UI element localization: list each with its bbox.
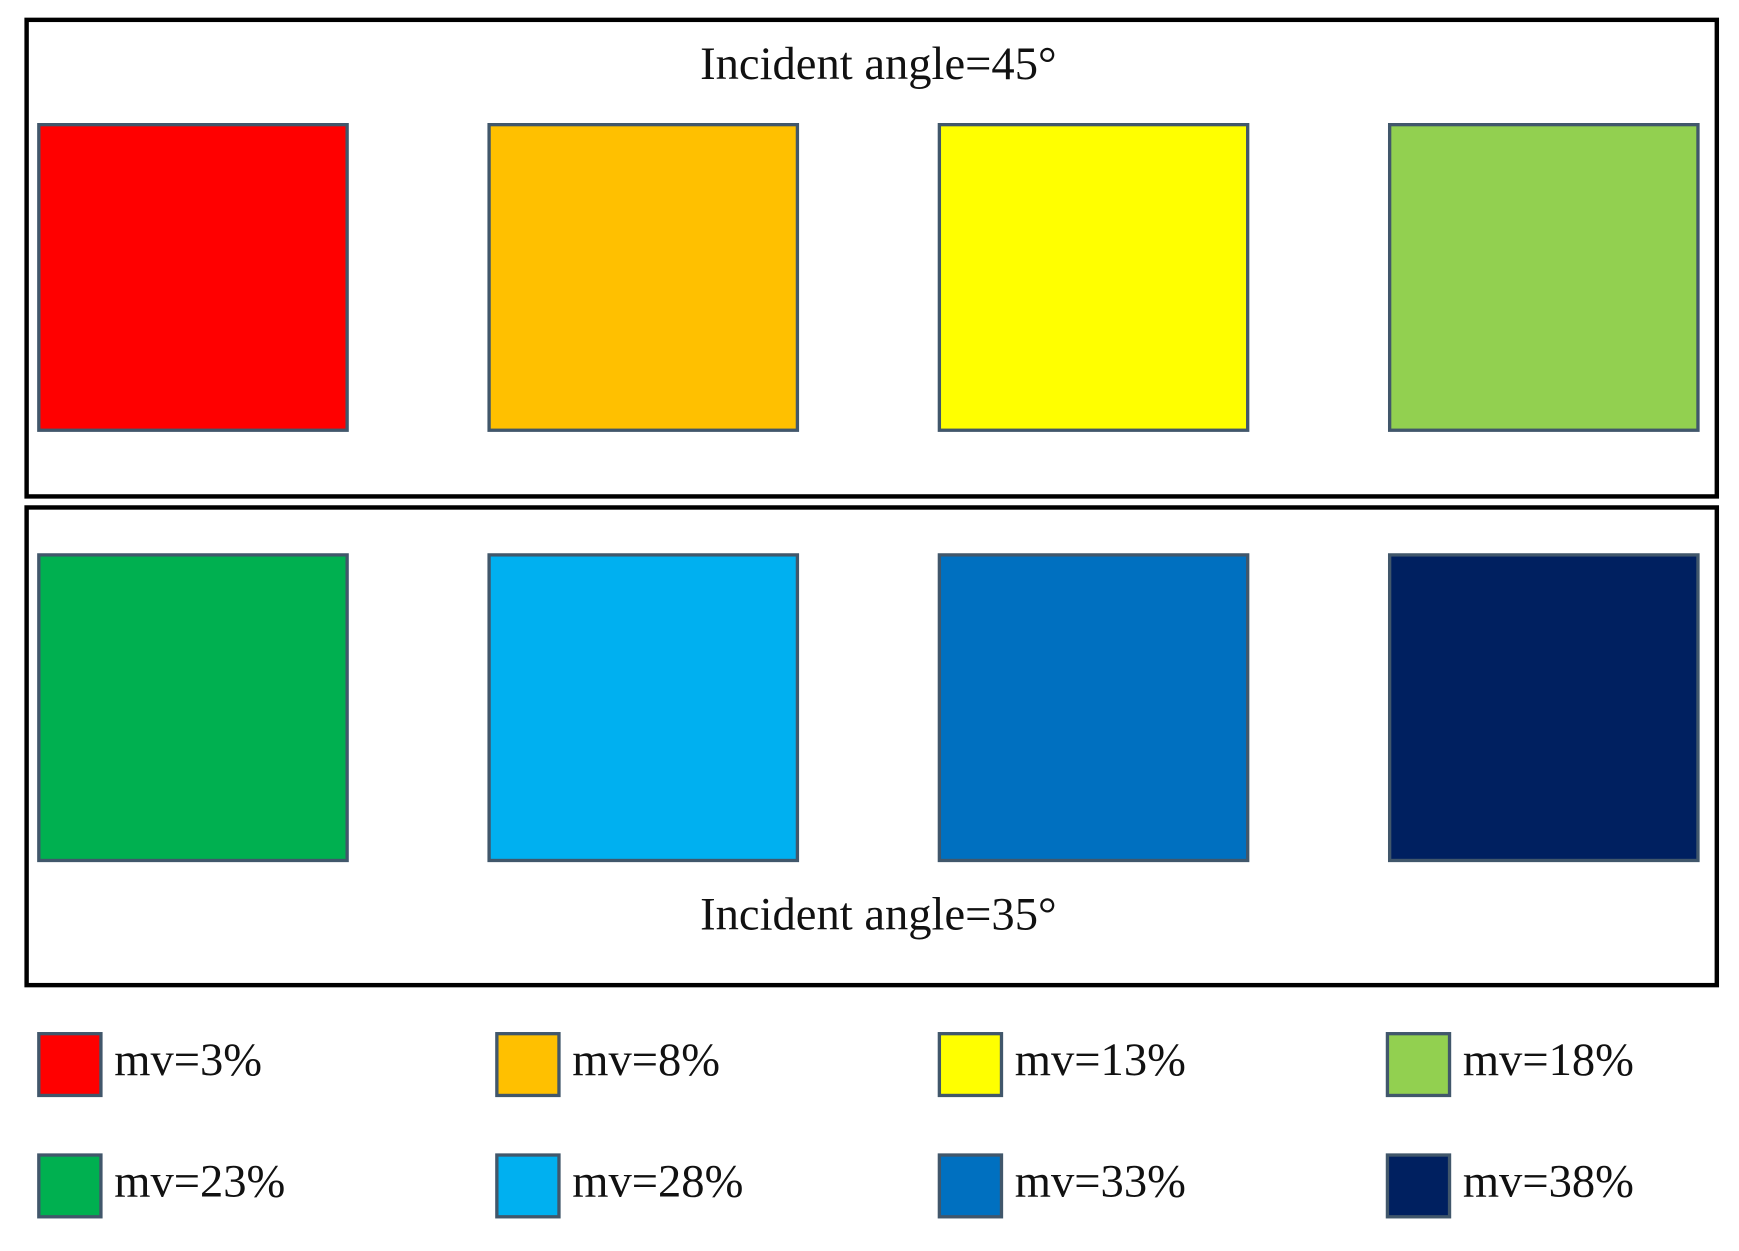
legend-swatch bbox=[937, 1032, 1004, 1098]
legend-swatch bbox=[1385, 1153, 1452, 1219]
color-square bbox=[1387, 553, 1700, 863]
color-square bbox=[37, 123, 349, 432]
legend-label: mv=13% bbox=[1015, 1035, 1186, 1086]
color-square bbox=[487, 123, 800, 432]
legend-swatch bbox=[1385, 1032, 1452, 1098]
panel-title: Incident angle=45° bbox=[700, 39, 1056, 90]
legend-label: mv=23% bbox=[114, 1157, 285, 1208]
color-square bbox=[1387, 123, 1700, 432]
legend-label: mv=8% bbox=[572, 1035, 720, 1086]
color-square bbox=[37, 553, 349, 863]
legend-label: mv=18% bbox=[1463, 1035, 1634, 1086]
panel-frame bbox=[24, 505, 1720, 988]
legend-label: mv=28% bbox=[572, 1157, 743, 1208]
panel-title: Incident angle=35° bbox=[700, 890, 1056, 941]
color-square bbox=[937, 553, 1250, 863]
legend-label: mv=33% bbox=[1015, 1157, 1186, 1208]
legend-label: mv=3% bbox=[114, 1035, 262, 1086]
color-square bbox=[937, 123, 1250, 432]
legend-swatch bbox=[37, 1032, 103, 1098]
panel-frame bbox=[24, 17, 1720, 499]
legend-swatch bbox=[495, 1153, 561, 1219]
legend-swatch bbox=[495, 1032, 561, 1098]
color-square bbox=[487, 553, 800, 863]
legend-swatch bbox=[37, 1153, 103, 1219]
legend-swatch bbox=[937, 1153, 1004, 1219]
legend-label: mv=38% bbox=[1463, 1157, 1634, 1208]
